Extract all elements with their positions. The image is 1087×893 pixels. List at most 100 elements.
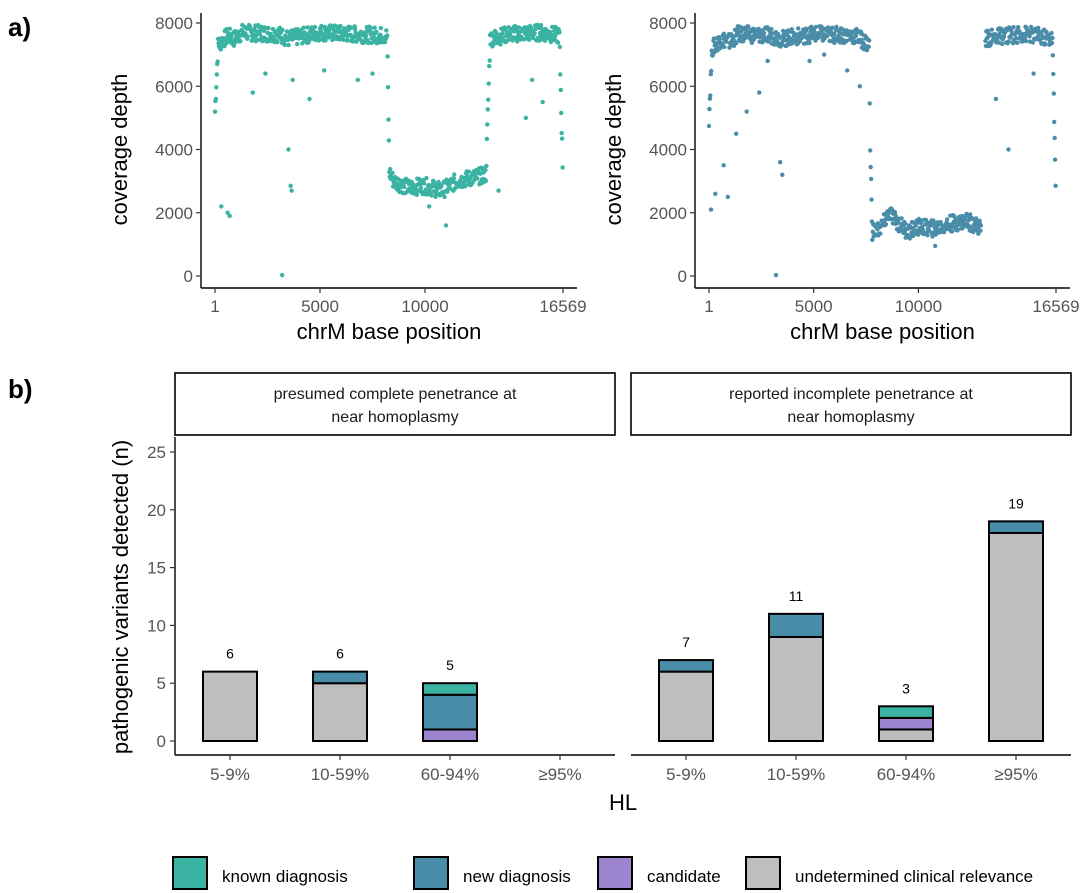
y-tick-label: 6000 <box>649 77 687 96</box>
coverage-point <box>351 39 356 44</box>
outlier-point <box>757 90 762 95</box>
coverage-point <box>475 176 480 181</box>
coverage-point <box>238 39 243 44</box>
coverage-point <box>825 33 830 38</box>
coverage-point <box>938 220 943 225</box>
coverage-point <box>215 59 220 64</box>
coverage-point <box>385 85 391 90</box>
bar-segment-undetermined <box>658 670 714 743</box>
coverage-point <box>875 221 881 226</box>
coverage-point <box>734 40 739 46</box>
coverage-point <box>978 223 983 228</box>
y-tick-label: 0 <box>157 732 166 751</box>
coverage-point <box>214 85 219 90</box>
coverage-point <box>390 170 395 176</box>
coverage-point <box>305 25 310 30</box>
coverage-point <box>867 101 872 106</box>
bar-segment-known <box>878 705 934 719</box>
facet-strip-label: reported incomplete penetrance at <box>729 386 973 403</box>
facet-strip <box>174 372 616 436</box>
y-tick-label: 6000 <box>155 77 193 96</box>
outlier-point <box>807 58 812 64</box>
coverage-point <box>516 25 522 30</box>
coverage-point <box>214 72 219 77</box>
coverage-point <box>382 39 388 45</box>
coverage-point <box>323 38 328 43</box>
coverage-point <box>212 109 218 114</box>
coverage-point <box>213 96 219 102</box>
x-tick-label: 10-59% <box>767 765 826 784</box>
coverage-point <box>1011 25 1016 30</box>
coverage-point <box>918 220 924 226</box>
outlier-point <box>227 213 232 219</box>
outlier-point <box>307 96 312 102</box>
bar-segment-undetermined <box>878 728 934 743</box>
y-axis-title: coverage depth <box>601 74 626 226</box>
outlier-point <box>322 68 327 73</box>
coverage-point <box>386 117 391 122</box>
y-tick-label: 8000 <box>155 14 193 33</box>
coverage-point <box>883 221 888 227</box>
facet-strip-label: presumed complete penetrance at <box>274 386 517 403</box>
y-tick-label: 5 <box>157 674 166 693</box>
y-axis-title: pathogenic variants detected (n) <box>108 440 133 754</box>
x-axis-title: chrM base position <box>790 319 975 344</box>
outlier-point <box>744 109 749 114</box>
coverage-point <box>494 30 499 36</box>
coverage-point <box>559 136 565 141</box>
coverage-point <box>752 35 758 40</box>
bar-segment-new <box>988 520 1044 534</box>
coverage-point <box>708 93 713 98</box>
coverage-point <box>925 233 930 238</box>
coverage-point <box>1015 40 1020 45</box>
coverage-point <box>452 172 457 177</box>
coverage-point <box>964 211 969 217</box>
coverage-point <box>709 68 714 74</box>
x-tick-label: 60-94% <box>877 765 936 784</box>
x-tick-label: 5000 <box>301 297 339 316</box>
coverage-point <box>706 123 712 129</box>
x-tick-label: 10-59% <box>311 765 370 784</box>
scatter-plot-left: 0 2000 4000 6000 8000 1 5000 10000 16569 chrM bas… <box>107 13 587 344</box>
coverage-points <box>706 24 1058 242</box>
coverage-point <box>765 25 770 30</box>
coverage-point <box>870 237 875 242</box>
coverage-point <box>913 223 918 228</box>
coverage-point <box>245 34 250 39</box>
outlier-point <box>1031 71 1036 76</box>
coverage-point <box>498 42 503 47</box>
y-tick-label: 8000 <box>649 14 687 33</box>
coverage-point <box>1006 39 1011 44</box>
facet-strip-label: near homoplasmy <box>787 409 914 426</box>
bar-segment-new <box>768 612 824 638</box>
outlier-point <box>725 194 731 200</box>
outlier-point <box>780 172 785 177</box>
outlier-point <box>765 58 770 64</box>
coverage-point <box>796 26 801 31</box>
x-tick-label: 60-94% <box>421 765 480 784</box>
coverage-point <box>275 39 280 45</box>
bar-segment-new <box>658 659 714 673</box>
coverage-point <box>903 221 908 226</box>
coverage-point <box>227 26 232 31</box>
coverage-point <box>286 42 291 48</box>
stacked-bar-chart: 0 5 10 15 20 25 pathogenic variants detected (… <box>108 372 1072 815</box>
coverage-point <box>487 63 492 69</box>
coverage-point <box>257 31 263 36</box>
coverage-point <box>864 47 870 53</box>
y-tick-label: 0 <box>184 267 193 286</box>
bar-segment-candidate <box>878 716 934 731</box>
coverage-point <box>878 231 883 236</box>
coverage-point <box>1036 25 1041 31</box>
coverage-point <box>832 31 837 37</box>
coverage-point <box>1016 25 1021 30</box>
outlier-point <box>932 243 938 249</box>
coverage-point <box>789 27 794 32</box>
coverage-point <box>1049 40 1055 46</box>
y-tick-label: 2000 <box>155 204 193 223</box>
coverage-point <box>484 163 489 169</box>
coverage-point <box>1052 157 1058 162</box>
coverage-point <box>853 33 859 38</box>
coverage-point <box>722 44 727 50</box>
coverage-point <box>447 186 453 191</box>
